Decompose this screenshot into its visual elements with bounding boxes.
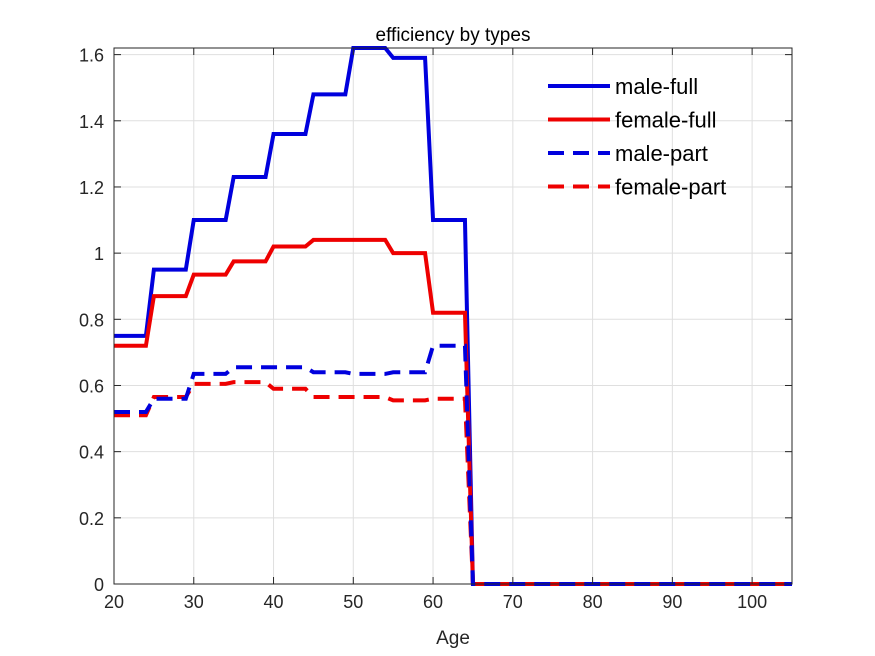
x-tick-label: 80 (583, 592, 603, 612)
y-tick-label: 0 (94, 575, 104, 595)
legend-label-female-full: female-full (615, 108, 716, 133)
x-tick-label: 60 (423, 592, 443, 612)
y-tick-label: 1 (94, 244, 104, 264)
x-tick-label: 90 (662, 592, 682, 612)
grid-lines (114, 48, 792, 584)
legend: male-full female-full male-part female-part (548, 74, 726, 200)
x-tick-label: 50 (343, 592, 363, 612)
legend-label-male-full: male-full (615, 74, 698, 99)
series-line-female-full (114, 237, 792, 586)
y-tick-label: 0.2 (79, 509, 104, 529)
x-tick-label: 20 (104, 592, 124, 612)
series-line-male-full (114, 46, 792, 586)
x-tick-label: 70 (503, 592, 523, 612)
x-tick-label: 40 (264, 592, 284, 612)
y-axis-ticks: 0 0.2 0.4 0.6 0.8 1 1.2 1.4 1.6 (79, 46, 792, 595)
y-tick-label: 0.4 (79, 443, 104, 463)
chart-title: efficiency by types (376, 25, 531, 46)
y-tick-label: 1.4 (79, 112, 104, 132)
y-tick-label: 1.6 (79, 46, 104, 66)
x-axis-ticks: 20 30 40 50 60 70 80 90 100 (104, 48, 767, 612)
y-tick-label: 0.8 (79, 310, 104, 330)
plot-frame (113, 47, 793, 585)
data-series (114, 46, 792, 586)
legend-label-female-part: female-part (615, 175, 726, 200)
x-tick-label: 100 (737, 592, 767, 612)
x-axis-title: Age (436, 628, 470, 649)
y-tick-label: 1.2 (79, 178, 104, 198)
y-tick-label: 0.6 (79, 376, 104, 396)
legend-label-male-part: male-part (615, 141, 708, 166)
plot-background (114, 48, 792, 584)
x-tick-label: 30 (184, 592, 204, 612)
series-line-male-part (114, 343, 792, 586)
